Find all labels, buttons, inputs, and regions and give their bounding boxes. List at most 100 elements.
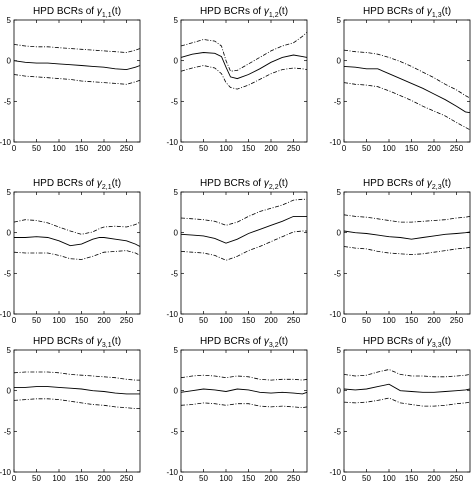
x-tick-label: 0 [342,144,347,153]
x-tick-label: 0 [12,144,17,153]
title-prefix: HPD BCRs of [363,178,427,189]
title-prefix: HPD BCRs of [363,336,427,347]
x-tick-label: 200 [264,474,278,482]
plot-frame [180,19,308,143]
y-tick-label: 5 [174,346,179,355]
title-symbol: γ [97,6,103,17]
x-tick-label: 250 [287,316,301,325]
y-tick-label: 0 [7,57,12,66]
title-symbol: γ [264,6,270,17]
y-tick-label: -5 [171,427,179,436]
x-tick-label: 0 [179,144,184,153]
title-symbol: γ [427,6,433,17]
x-tick-label: 150 [75,474,89,482]
upper-bound-line [180,31,308,72]
mean-line [343,230,471,240]
title-suffix: (t) [279,6,288,17]
y-tick-label: 5 [7,188,12,197]
mean-line [13,60,141,71]
x-tick-label: 0 [12,316,17,325]
y-tick-label: 0 [7,387,12,396]
title-suffix: (t) [279,178,288,189]
x-tick-label: 0 [342,316,347,325]
y-tick-label: 0 [174,387,179,396]
y-tick-label: -10 [329,468,341,477]
mean-line [180,388,308,395]
x-tick-label: 100 [219,316,233,325]
title-symbol: γ [97,178,103,189]
upper-bound-line [13,371,140,381]
upper-bound-line [180,198,307,226]
x-tick-label: 100 [219,474,233,482]
y-tick-label: -5 [334,97,342,106]
y-tick-label: -10 [166,468,178,477]
title-subscript: 3,1 [102,342,112,349]
y-tick-label: -10 [329,138,341,147]
y-tick-label: 5 [174,16,179,25]
y-tick-label: -10 [0,468,12,477]
x-tick-label: 150 [75,316,89,325]
x-tick-label: 250 [120,144,134,153]
mean-line [180,52,308,80]
x-tick-label: 200 [97,316,111,325]
x-tick-label: 250 [450,474,464,482]
y-tick-label: -5 [171,269,179,278]
x-tick-label: 0 [179,474,184,482]
x-tick-label: 50 [32,316,41,325]
lower-bound-line [180,230,307,261]
plot-frame [343,19,471,143]
title-suffix: (t) [442,336,451,347]
y-tick-label: 5 [337,16,342,25]
subplot-title: HPD BCRs of γ1,1(t) [33,6,121,19]
title-prefix: HPD BCRs of [33,336,97,347]
title-prefix: HPD BCRs of [200,178,264,189]
x-tick-label: 0 [179,316,184,325]
lower-bound-line [343,246,471,256]
subplot-title: HPD BCRs of γ3,2(t) [200,336,288,349]
y-tick-label: 5 [7,346,12,355]
x-tick-label: 250 [120,474,134,482]
subplot-title: HPD BCRs of γ2,1(t) [33,178,121,191]
subplot-title: HPD BCRs of γ3,1(t) [33,336,121,349]
title-symbol: γ [427,336,433,347]
x-tick-label: 150 [405,474,419,482]
lower-bound-line [180,402,308,409]
lower-bound-line [13,250,141,260]
title-subscript: 1,1 [102,12,112,19]
y-tick-label: -10 [0,138,12,147]
y-tick-label: -10 [0,310,12,319]
title-subscript: 1,3 [432,12,442,19]
x-tick-label: 200 [97,144,111,153]
x-tick-label: 250 [450,316,464,325]
upper-bound-line [343,49,471,99]
plot-frame [343,349,471,473]
y-tick-label: -5 [171,97,179,106]
subplot-title: HPD BCRs of γ1,3(t) [363,6,451,19]
title-subscript: 3,3 [432,342,442,349]
x-tick-label: 100 [52,316,66,325]
mean-line [14,386,140,395]
y-tick-label: 0 [174,229,179,238]
upper-bound-line [180,374,308,381]
title-prefix: HPD BCRs of [33,178,97,189]
x-tick-label: 250 [287,144,301,153]
y-tick-label: 0 [337,229,342,238]
plot-frame [180,349,308,473]
lower-bound-line [13,398,140,409]
x-tick-label: 0 [12,474,17,482]
y-tick-label: 0 [337,57,342,66]
title-suffix: (t) [442,6,451,17]
y-tick-label: 0 [174,57,179,66]
lower-bound-line [343,397,471,407]
plot-frame [13,349,141,473]
y-tick-label: -5 [334,427,342,436]
plot-frame [343,191,471,315]
title-suffix: (t) [112,336,121,347]
x-tick-label: 250 [120,316,134,325]
plot-frame [13,191,141,315]
